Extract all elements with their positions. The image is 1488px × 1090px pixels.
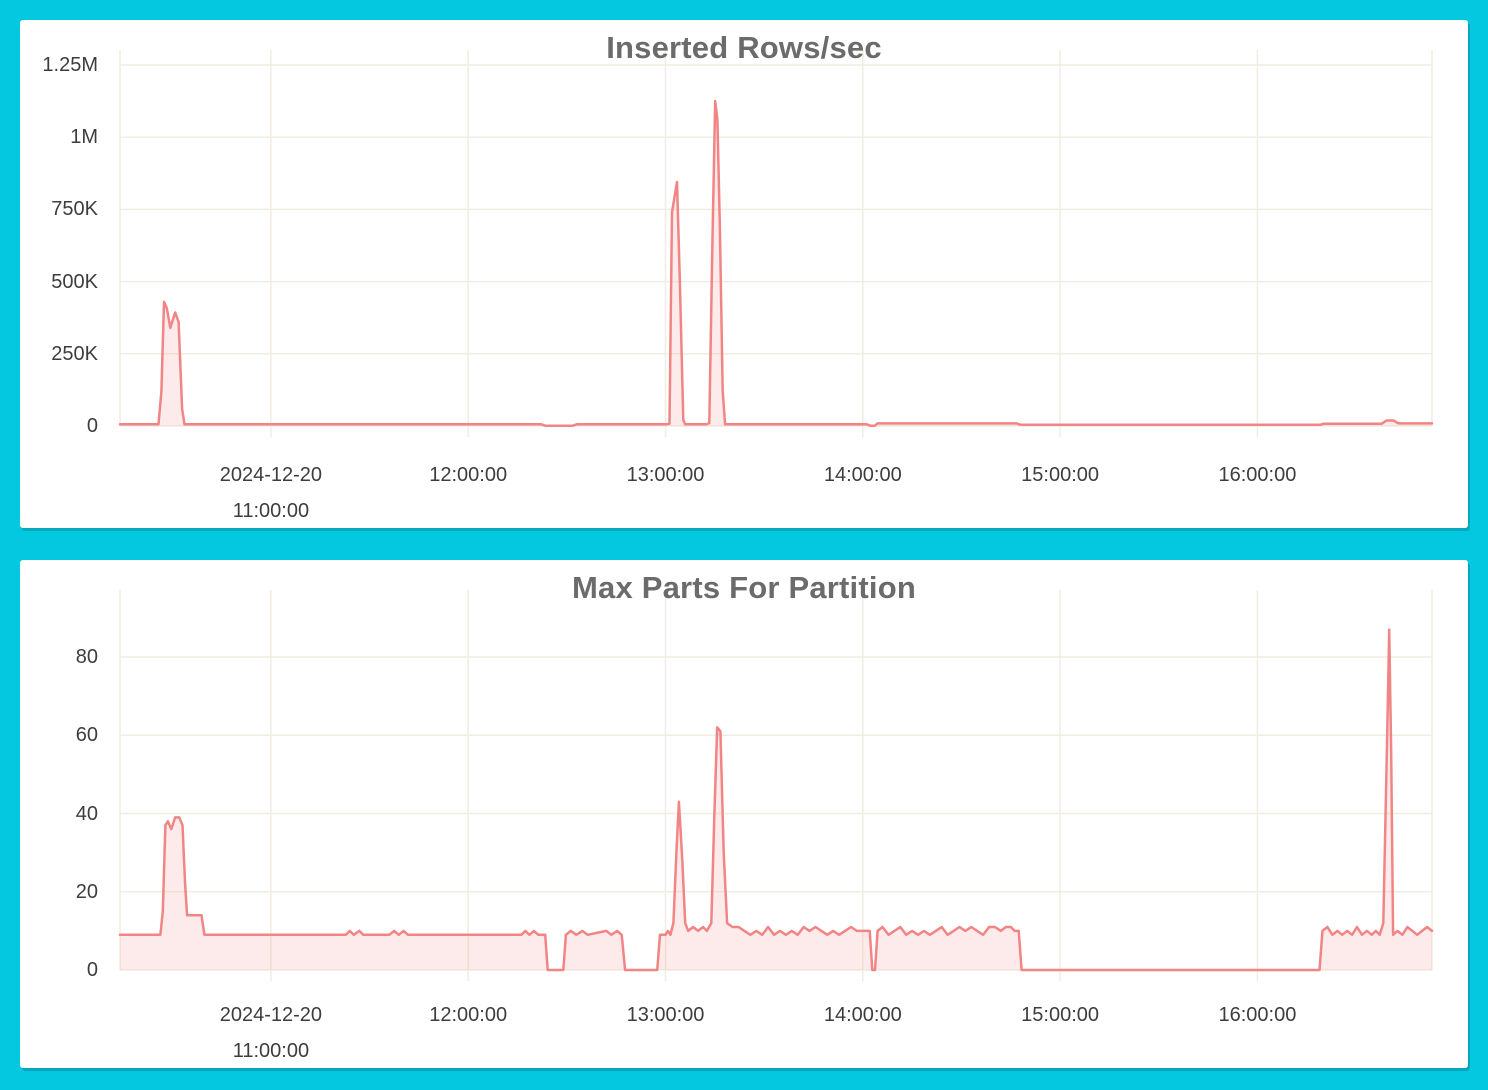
grid-lines: [119, 50, 1433, 437]
max-parts-chart-plot[interactable]: [20, 560, 1468, 1068]
x-axis-tick-label: 12:00:00: [429, 1004, 508, 1026]
x-axis-tick-label: 12:00:00: [429, 464, 508, 486]
y-axis-tick-label: 20: [75, 880, 98, 903]
series-area-fill: [120, 101, 1432, 426]
x-axis-tick-label: 2024-12-20 11:00:00: [219, 1004, 323, 1062]
y-axis-tick-label: 0: [86, 415, 98, 437]
x-axis-tick-label: 16:00:00: [1218, 464, 1297, 486]
x-axis-tick-label: 13:00:00: [626, 464, 705, 486]
chart-title-max-parts: Max Parts For Partition: [572, 570, 916, 605]
y-axis-tick-label: 250K: [51, 342, 98, 365]
y-axis-tick-label: 1M: [70, 126, 98, 149]
series-line: [118, 99, 1434, 427]
x-axis-tick-label: 14:00:00: [823, 464, 902, 486]
y-axis-tick-label: 500K: [51, 270, 98, 293]
series-line: [118, 628, 1434, 972]
y-axis-tick-label: 750K: [51, 198, 98, 221]
y-axis-tick-label: 60: [75, 724, 98, 747]
y-axis-tick-label: 1.25M: [42, 54, 98, 76]
x-axis-tick-label: 13:00:00: [626, 1004, 705, 1026]
x-axis-tick-label: 2024-12-20 11:00:00: [219, 464, 323, 522]
inserted-rows-chart-plot[interactable]: [20, 20, 1468, 528]
y-axis-tick-label: 80: [75, 646, 98, 668]
chart-panel-inserted-rows: Inserted Rows/sec 0 250K 500K 750K 1M 1.25M 20…: [20, 20, 1468, 528]
y-axis-tick-label: 40: [75, 802, 98, 825]
x-axis-tick-label: 14:00:00: [823, 1004, 902, 1026]
chart-title-inserted-rows: Inserted Rows/sec: [606, 30, 882, 65]
series-area-fill: [120, 629, 1432, 970]
x-axis-tick-label: 15:00:00: [1021, 464, 1100, 486]
grid-lines: [119, 590, 1433, 981]
y-axis-tick-label: 0: [86, 959, 98, 981]
chart-panel-max-parts: Max Parts For Partition 0 20 40 60 80 2024-12…: [20, 560, 1468, 1068]
x-axis-tick-label: 15:00:00: [1021, 1004, 1100, 1026]
x-axis-tick-label: 16:00:00: [1218, 1004, 1297, 1026]
